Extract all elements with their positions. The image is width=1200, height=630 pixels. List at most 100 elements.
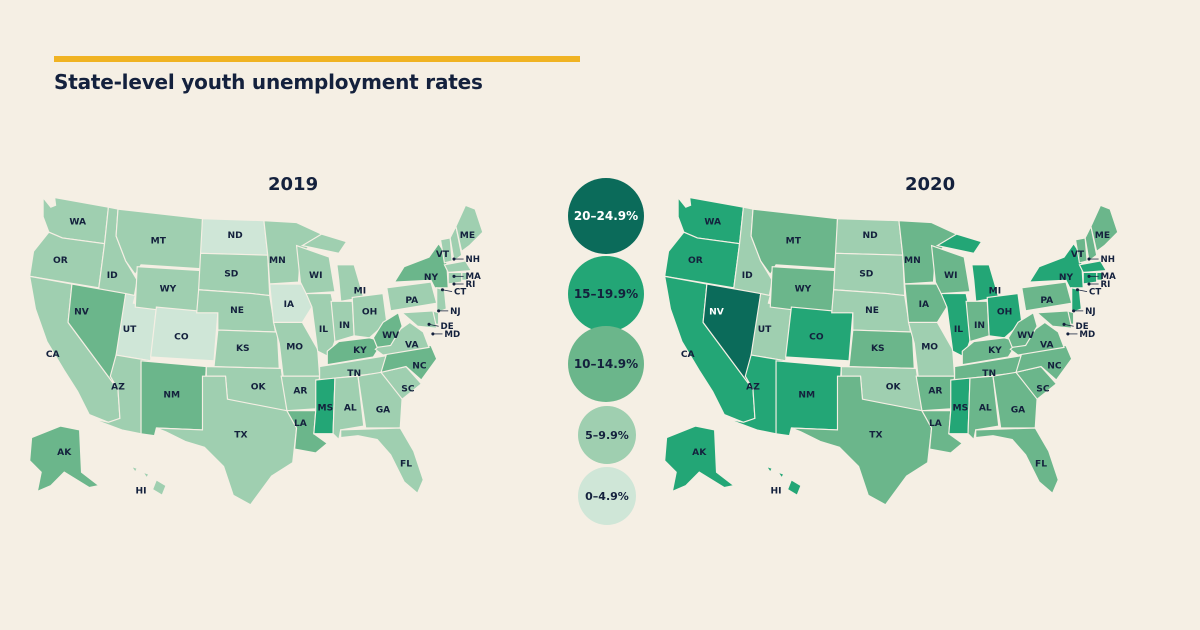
state-label-or: OR [688, 256, 703, 266]
state-label-ms: MS [953, 404, 969, 414]
state-wi [930, 244, 971, 295]
callout-line-de [1063, 323, 1074, 327]
state-tx [156, 375, 298, 506]
state-label-ct: CT [454, 288, 466, 298]
state-ak [30, 425, 101, 493]
state-label-id: ID [107, 271, 118, 281]
state-label-ak: AK [692, 448, 707, 458]
state-label-mn: MN [904, 256, 921, 266]
state-ma [1078, 260, 1108, 274]
state-label-ok: OK [251, 383, 267, 393]
state-label-wi: WI [309, 271, 322, 281]
chart-title: State-level youth unemployment rates [54, 70, 483, 94]
callout-line-ct [1077, 289, 1088, 293]
state-label-fl: FL [1035, 459, 1047, 469]
state-label-ct: CT [1089, 288, 1101, 298]
state-label-in: IN [339, 321, 350, 331]
state-ms [313, 377, 336, 435]
state-label-ne: NE [230, 306, 244, 316]
state-label-ny: NY [1059, 273, 1074, 283]
state-label-ma: MA [466, 272, 482, 282]
state-label-la: LA [929, 419, 942, 429]
state-label-tx: TX [234, 431, 247, 441]
state-label-nv: NV [74, 308, 89, 318]
state-label-md: MD [444, 330, 460, 340]
callout-dot-ma [452, 274, 456, 278]
state-label-oh: OH [997, 308, 1012, 318]
state-ak [665, 425, 736, 493]
year-label-2019: 2019 [268, 174, 319, 195]
state-label-az: AZ [111, 383, 125, 393]
legend-label: 0–4.9% [585, 489, 629, 503]
state-nj [436, 287, 447, 314]
state-label-oh: OH [362, 308, 377, 318]
year-label-2020: 2020 [905, 174, 956, 195]
callout-line-de [428, 323, 439, 327]
state-label-il: IL [954, 325, 963, 335]
state-label-mo: MO [921, 342, 938, 352]
state-label-nh: NH [1101, 255, 1115, 265]
state-label-ga: GA [1011, 406, 1026, 416]
state-label-nj: NJ [450, 307, 460, 317]
state-vt [439, 237, 453, 264]
state-label-ak: AK [57, 448, 72, 458]
state-label-sd: SD [224, 269, 239, 279]
state-label-ia: IA [284, 300, 294, 310]
state-label-ks: KS [236, 344, 250, 354]
state-label-ut: UT [123, 325, 137, 335]
state-label-ri: RI [1101, 280, 1111, 290]
state-nc [1015, 344, 1073, 381]
state-label-me: ME [460, 231, 475, 241]
state-label-hi: HI [771, 486, 782, 496]
state-label-id: ID [742, 271, 753, 281]
state-label-il: IL [319, 325, 328, 335]
callout-dot-nh [452, 257, 456, 261]
state-label-ky: KY [353, 346, 367, 356]
state-label-wy: WY [795, 285, 812, 295]
state-label-nj: NJ [1085, 307, 1095, 317]
legend-bin-5-9: 5–9.9% [578, 406, 636, 464]
callout-dot-ri [452, 282, 456, 286]
state-label-ar: AR [928, 386, 942, 396]
state-label-la: LA [294, 419, 307, 429]
state-ct [1082, 271, 1098, 285]
state-label-vt: VT [1071, 250, 1085, 260]
state-label-va: VA [1040, 340, 1053, 350]
state-label-tn: TN [982, 369, 996, 379]
state-label-wi: WI [944, 271, 957, 281]
state-label-ca: CA [681, 350, 695, 360]
state-nj [1071, 287, 1082, 314]
state-label-pa: PA [405, 296, 418, 306]
state-nc [380, 344, 438, 381]
state-label-de: DE [1076, 322, 1089, 332]
state-label-mi: MI [989, 287, 1001, 297]
state-label-me: ME [1095, 231, 1110, 241]
state-me [1090, 204, 1119, 253]
state-label-in: IN [974, 321, 985, 331]
state-hi [765, 465, 802, 497]
legend-label: 5–9.9% [585, 428, 629, 442]
state-label-ks: KS [871, 344, 885, 354]
state-label-mt: MT [786, 237, 802, 247]
state-label-al: AL [979, 404, 992, 414]
state-tx [791, 375, 933, 506]
state-label-sc: SC [401, 385, 415, 395]
state-label-mo: MO [286, 342, 303, 352]
state-label-sd: SD [859, 269, 874, 279]
state-label-mi: MI [354, 287, 366, 297]
state-label-co: CO [174, 333, 189, 343]
state-hi [130, 465, 167, 497]
legend-bin-15-19: 15–19.9% [568, 256, 644, 332]
state-label-ne: NE [865, 306, 879, 316]
state-label-nv: NV [709, 308, 724, 318]
state-ct [447, 271, 463, 285]
state-label-ky: KY [988, 346, 1002, 356]
legend-label: 10–14.9% [573, 357, 639, 371]
state-label-mt: MT [151, 237, 167, 247]
state-wi [295, 244, 336, 295]
state-label-de: DE [441, 322, 454, 332]
callout-dot-ri [1087, 282, 1091, 286]
state-label-az: AZ [746, 383, 760, 393]
state-label-nm: NM [163, 390, 180, 400]
state-label-wv: WV [1017, 331, 1034, 341]
